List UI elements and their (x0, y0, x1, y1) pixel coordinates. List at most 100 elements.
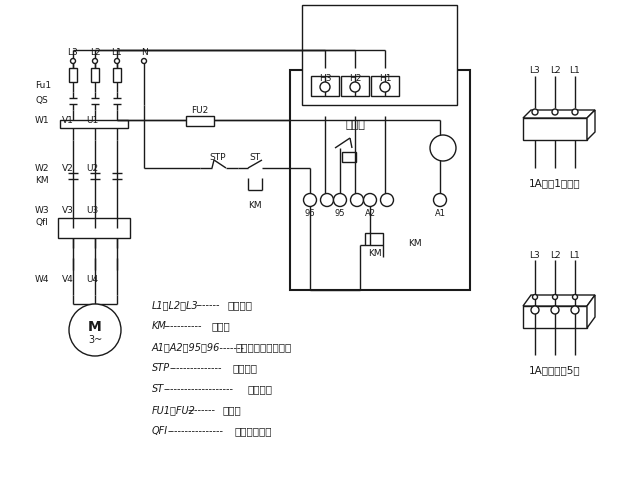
Circle shape (532, 294, 538, 299)
Text: 接触器: 接触器 (211, 321, 230, 331)
Circle shape (572, 109, 578, 115)
Text: H1: H1 (379, 73, 391, 82)
Text: 1A以下穿心5次: 1A以下穿心5次 (529, 365, 581, 375)
Text: M: M (88, 320, 102, 334)
Text: V2: V2 (62, 164, 74, 173)
Bar (341, 76, 369, 96)
Circle shape (351, 194, 364, 207)
Bar (186, 116, 214, 126)
Circle shape (380, 82, 390, 92)
Circle shape (531, 306, 539, 314)
Text: U2: U2 (86, 164, 98, 173)
Polygon shape (587, 110, 595, 140)
Text: KM: KM (35, 176, 49, 185)
Text: ---------------: --------------- (170, 363, 222, 373)
Circle shape (350, 82, 360, 92)
Text: 停止按鈕: 停止按鈕 (232, 363, 257, 373)
Text: N: N (141, 47, 147, 56)
Circle shape (320, 82, 330, 92)
Text: KM: KM (368, 249, 382, 257)
Circle shape (551, 306, 559, 314)
Text: ST: ST (250, 153, 260, 162)
Polygon shape (523, 295, 595, 306)
Circle shape (552, 294, 557, 299)
Text: A1、A2。95。96-------: A1、A2。95。96------- (152, 342, 245, 352)
Circle shape (321, 194, 333, 207)
Bar (342, 152, 356, 162)
Text: U3: U3 (86, 206, 98, 215)
Text: 3~: 3~ (88, 335, 102, 345)
Text: A1: A1 (435, 209, 445, 218)
Circle shape (333, 194, 346, 207)
Text: A2: A2 (365, 209, 376, 218)
Text: 96: 96 (305, 209, 316, 218)
Text: STP: STP (210, 153, 227, 162)
Text: 启动按鈕: 启动按鈕 (247, 384, 272, 394)
Text: FU2: FU2 (191, 105, 209, 114)
Text: 燕断器: 燕断器 (223, 405, 241, 415)
Circle shape (93, 58, 97, 63)
Polygon shape (523, 110, 595, 118)
Text: -----------: ----------- (164, 321, 202, 331)
Text: 95: 95 (335, 209, 345, 218)
Circle shape (571, 306, 579, 314)
Bar (60, 120, 128, 128)
Bar (290, 70, 470, 290)
Text: ST: ST (152, 384, 164, 394)
Polygon shape (587, 295, 595, 328)
Text: KM: KM (408, 239, 422, 248)
Text: STP: STP (152, 363, 170, 373)
Circle shape (532, 109, 538, 115)
Text: W2: W2 (35, 164, 49, 173)
Text: W4: W4 (35, 275, 49, 284)
Text: 三相电源: 三相电源 (227, 300, 252, 310)
Text: 保护器接线端子号码: 保护器接线端子号码 (236, 342, 292, 352)
Bar (365, 233, 383, 245)
Text: W3: W3 (35, 206, 50, 215)
Text: L3: L3 (530, 65, 540, 74)
Text: L1: L1 (570, 65, 580, 74)
Text: Fu1: Fu1 (35, 80, 51, 89)
Circle shape (141, 58, 147, 63)
Text: L2: L2 (90, 47, 100, 56)
Text: 电动机保护器: 电动机保护器 (234, 426, 272, 436)
Text: FU1、FU2: FU1、FU2 (152, 405, 196, 415)
Circle shape (70, 58, 76, 63)
Circle shape (433, 194, 447, 207)
Circle shape (430, 135, 456, 161)
Bar (523, 306, 587, 328)
Bar (371, 76, 399, 96)
Text: W1: W1 (35, 115, 50, 124)
Text: V1: V1 (62, 115, 74, 124)
Text: L1: L1 (111, 47, 122, 56)
Text: L2: L2 (550, 250, 560, 259)
Text: U1: U1 (86, 115, 98, 124)
Bar (302, 5, 457, 105)
Circle shape (552, 109, 558, 115)
Text: QS: QS (35, 95, 48, 104)
Text: H2: H2 (349, 73, 361, 82)
Text: KM: KM (152, 321, 167, 331)
Text: Qfl: Qfl (35, 218, 48, 227)
Bar (113, 68, 121, 82)
Circle shape (364, 194, 376, 207)
Text: --------------------: -------------------- (164, 384, 234, 394)
Circle shape (69, 304, 121, 356)
Bar (91, 68, 99, 82)
Text: L1: L1 (570, 250, 580, 259)
Text: 保护器: 保护器 (345, 120, 365, 130)
Bar (69, 68, 77, 82)
Circle shape (573, 294, 577, 299)
Text: ----------------: ---------------- (168, 426, 223, 436)
Circle shape (381, 194, 394, 207)
Text: -------: ------- (196, 300, 221, 310)
Text: H3: H3 (319, 73, 332, 82)
Text: U4: U4 (86, 275, 98, 284)
Bar (58, 218, 130, 238)
Bar (523, 118, 587, 140)
Text: QFI: QFI (152, 426, 168, 436)
Text: L3: L3 (530, 250, 540, 259)
Bar (311, 76, 339, 96)
Circle shape (115, 58, 120, 63)
Text: L1、L2、L3: L1、L2、L3 (152, 300, 198, 310)
